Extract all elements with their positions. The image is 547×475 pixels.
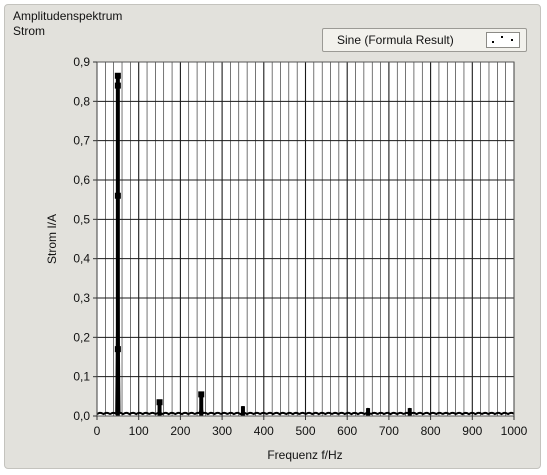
data-point-marker: [114, 192, 121, 199]
x-tick-label: 800: [421, 424, 441, 438]
y-tick-label: 0,0: [73, 409, 90, 423]
spectrum-trace: [96, 73, 515, 416]
x-tick-label: 500: [295, 424, 315, 438]
legend-marker-icon: [492, 36, 513, 43]
data-point-marker: [198, 391, 205, 398]
y-tick-label: 0,7: [73, 134, 90, 148]
x-tick-label: 0: [94, 424, 101, 438]
x-tick-label: 900: [462, 424, 482, 438]
plot-legend[interactable]: Sine (Formula Result): [322, 28, 527, 52]
x-tick-label: 600: [337, 424, 357, 438]
x-tick-label: 700: [379, 424, 399, 438]
x-axis-ticks: 0 100 200 300 400 500 600 700 800 900 1000: [94, 416, 528, 438]
x-axis-label: Frequenz f/Hz: [267, 448, 342, 462]
chart-title: Amplitudenspektrum: [13, 9, 123, 23]
legend-label: Sine (Formula Result): [337, 33, 454, 47]
y-axis-label: Strom I/A: [45, 214, 59, 264]
spectrum-markers: [114, 72, 205, 406]
x-tick-label: 100: [129, 424, 149, 438]
y-tick-label: 0,4: [73, 252, 90, 266]
grid-lines: [96, 61, 515, 417]
y-tick-label: 0,9: [73, 55, 90, 69]
data-point-marker: [114, 346, 121, 353]
y-axis-ticks: 0,0 0,1 0,2 0,3 0,4 0,5 0,6 0,7 0,8 0,9: [73, 55, 97, 423]
y-tick-label: 0,6: [73, 173, 90, 187]
legend-plot-style-icon[interactable]: [486, 32, 520, 48]
x-tick-label: 200: [170, 424, 190, 438]
y-tick-label: 0,8: [73, 94, 90, 108]
chart-title-block: Amplitudenspektrum Strom: [13, 9, 122, 39]
data-point-marker: [114, 72, 121, 79]
x-tick-label: 300: [212, 424, 232, 438]
y-tick-label: 0,1: [73, 370, 90, 384]
x-tick-label: 400: [254, 424, 274, 438]
chart-subtitle: Strom: [13, 24, 46, 38]
data-point-marker: [156, 399, 163, 406]
y-tick-label: 0,3: [73, 291, 90, 305]
data-point-marker: [114, 82, 121, 89]
spectrum-line: [96, 73, 515, 416]
y-tick-label: 0,5: [73, 212, 90, 226]
x-tick-label: 1000: [501, 424, 528, 438]
y-tick-label: 0,2: [73, 330, 90, 344]
